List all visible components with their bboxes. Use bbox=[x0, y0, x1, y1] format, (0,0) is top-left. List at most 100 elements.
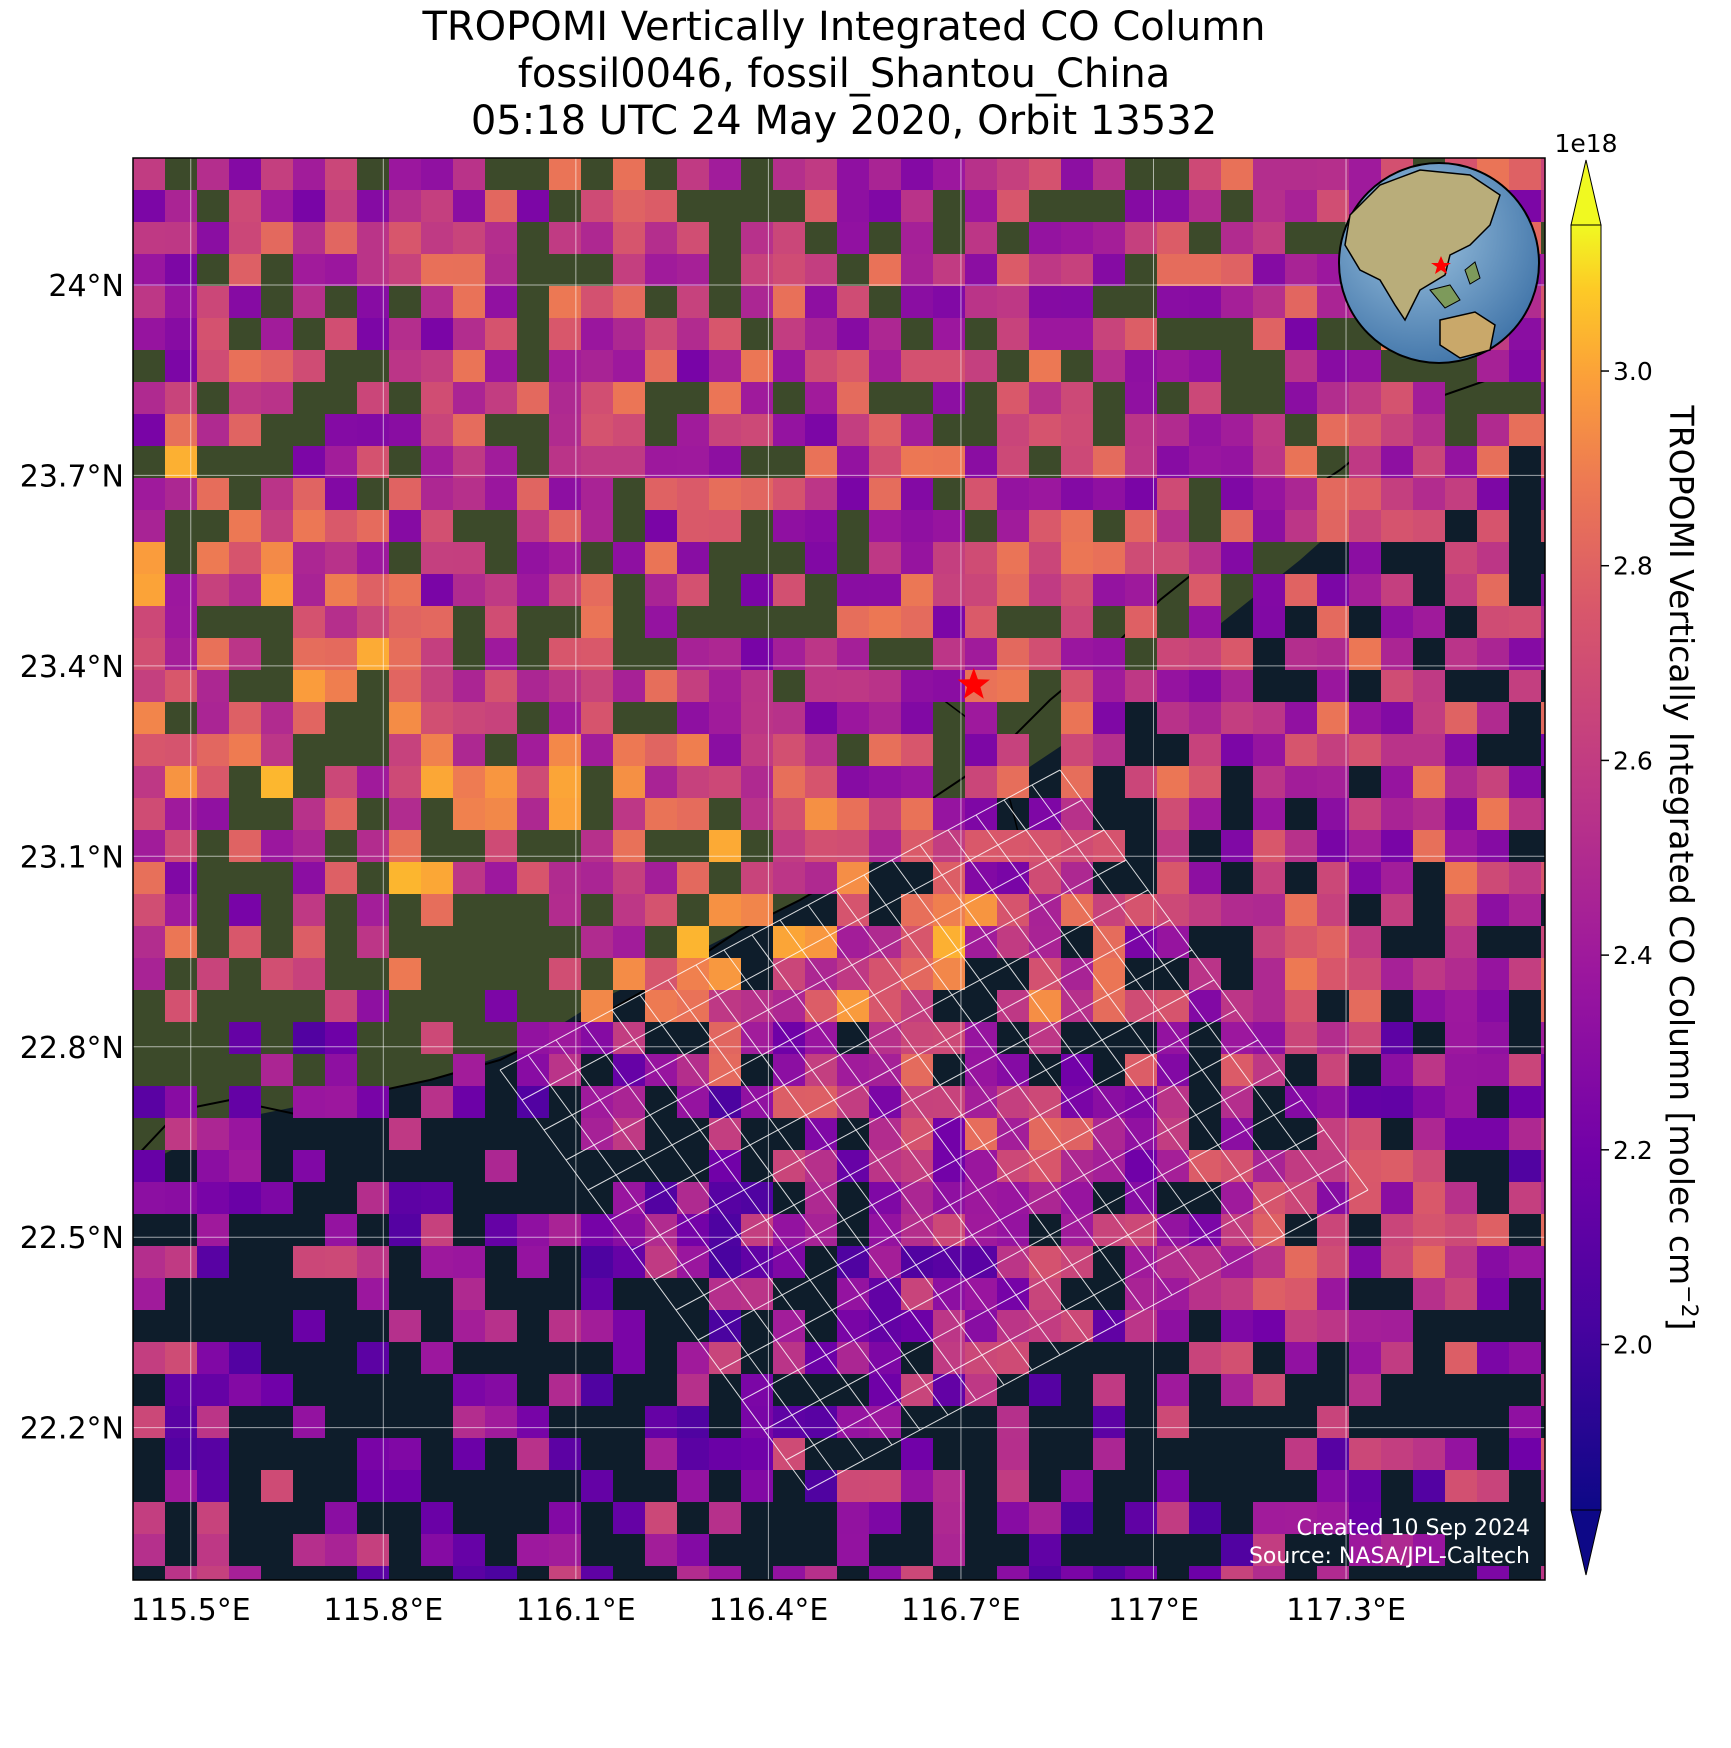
colorbar-tick-label: 2.8 bbox=[1613, 552, 1653, 581]
co-pixel bbox=[997, 286, 1029, 318]
co-pixel bbox=[997, 1438, 1029, 1470]
co-pixel bbox=[581, 670, 613, 702]
co-pixel bbox=[773, 702, 805, 734]
co-pixel bbox=[581, 830, 613, 862]
footprint-line bbox=[565, 859, 1127, 1161]
footprint-line bbox=[543, 829, 1105, 1131]
co-pixel bbox=[1445, 766, 1477, 798]
co-pixel bbox=[1285, 1278, 1317, 1310]
co-pixel bbox=[613, 446, 645, 478]
co-pixel bbox=[1157, 926, 1189, 958]
co-pixel bbox=[581, 1022, 613, 1054]
co-pixel bbox=[133, 1502, 165, 1534]
co-pixel bbox=[517, 1214, 549, 1246]
co-pixel bbox=[1125, 1310, 1157, 1342]
co-pixel bbox=[1445, 926, 1477, 958]
co-pixel bbox=[485, 318, 517, 350]
co-pixel bbox=[1221, 510, 1253, 542]
co-pixel bbox=[1477, 702, 1509, 734]
title-line-2: fossil0046, fossil_Shantou_China bbox=[517, 51, 1171, 97]
co-pixel bbox=[869, 190, 901, 222]
co-pixel bbox=[165, 830, 197, 862]
co-pixel bbox=[133, 222, 165, 254]
co-pixel bbox=[1541, 1246, 1545, 1278]
co-pixel bbox=[581, 606, 613, 638]
co-pixel bbox=[389, 1438, 421, 1470]
co-pixel bbox=[1029, 1374, 1061, 1406]
co-pixel bbox=[133, 286, 165, 318]
co-pixel bbox=[901, 1438, 933, 1470]
co-pixel bbox=[1029, 638, 1061, 670]
co-pixel bbox=[645, 1534, 677, 1566]
colorbar-tick-label: 2.0 bbox=[1613, 1331, 1653, 1360]
co-pixel bbox=[677, 1246, 709, 1278]
co-pixel bbox=[837, 318, 869, 350]
co-pixel bbox=[1157, 766, 1189, 798]
co-pixel bbox=[1221, 1566, 1253, 1580]
co-pixel bbox=[165, 1406, 197, 1438]
co-pixel bbox=[261, 702, 293, 734]
co-pixel bbox=[485, 478, 517, 510]
co-pixel bbox=[325, 1502, 357, 1534]
co-pixel bbox=[197, 1150, 229, 1182]
co-pixel bbox=[165, 606, 197, 638]
lat-lon-gridlines bbox=[133, 158, 1545, 1580]
co-pixel bbox=[165, 478, 197, 510]
co-pixel bbox=[645, 478, 677, 510]
co-pixel bbox=[1157, 798, 1189, 830]
co-pixel bbox=[1349, 862, 1381, 894]
co-pixel bbox=[901, 158, 933, 190]
co-pixel bbox=[293, 254, 325, 286]
co-pixel bbox=[197, 1566, 229, 1580]
co-pixel bbox=[1381, 702, 1413, 734]
co-pixel bbox=[901, 478, 933, 510]
co-pixel bbox=[133, 1086, 165, 1118]
co-pixel bbox=[1445, 638, 1477, 670]
co-pixel bbox=[677, 638, 709, 670]
co-pixel bbox=[677, 1214, 709, 1246]
co-pixel bbox=[741, 638, 773, 670]
co-pixel bbox=[1349, 446, 1381, 478]
co-pixel bbox=[453, 254, 485, 286]
co-pixel bbox=[613, 830, 645, 862]
co-pixel bbox=[261, 478, 293, 510]
co-pixel bbox=[1541, 958, 1545, 990]
co-pixel bbox=[1509, 670, 1541, 702]
y-tick-label: 22.8°N bbox=[20, 1031, 124, 1066]
co-pixel bbox=[357, 606, 389, 638]
x-tick-label: 116.7°E bbox=[901, 1593, 1021, 1628]
co-pixel bbox=[1381, 1310, 1413, 1342]
co-pixel bbox=[837, 894, 869, 926]
co-pixel bbox=[453, 702, 485, 734]
co-pixel bbox=[1125, 222, 1157, 254]
co-pixel bbox=[1029, 894, 1061, 926]
co-pixel bbox=[325, 510, 357, 542]
co-pixel bbox=[997, 318, 1029, 350]
co-pixel bbox=[1445, 862, 1477, 894]
co-pixel bbox=[677, 1406, 709, 1438]
co-pixel bbox=[1061, 158, 1093, 190]
co-pixel bbox=[1509, 1118, 1541, 1150]
x-tick-label: 115.8°E bbox=[323, 1593, 443, 1628]
co-pixel bbox=[517, 1086, 549, 1118]
co-pixel bbox=[453, 766, 485, 798]
co-pixel bbox=[357, 990, 389, 1022]
co-pixel bbox=[389, 798, 421, 830]
co-pixel bbox=[805, 926, 837, 958]
co-pixel bbox=[1285, 446, 1317, 478]
co-pixel bbox=[165, 894, 197, 926]
co-pixel bbox=[741, 286, 773, 318]
co-pixel bbox=[677, 446, 709, 478]
co-pixel bbox=[901, 190, 933, 222]
co-pixel bbox=[805, 766, 837, 798]
co-pixel bbox=[965, 478, 997, 510]
co-pixel bbox=[1125, 478, 1157, 510]
co-pixel bbox=[1061, 734, 1093, 766]
co-pixel bbox=[869, 958, 901, 990]
co-pixel bbox=[1317, 1406, 1349, 1438]
co-pixel bbox=[1061, 862, 1093, 894]
co-pixel bbox=[1381, 574, 1413, 606]
co-pixel bbox=[613, 286, 645, 318]
co-pixel bbox=[293, 542, 325, 574]
co-pixel bbox=[933, 798, 965, 830]
